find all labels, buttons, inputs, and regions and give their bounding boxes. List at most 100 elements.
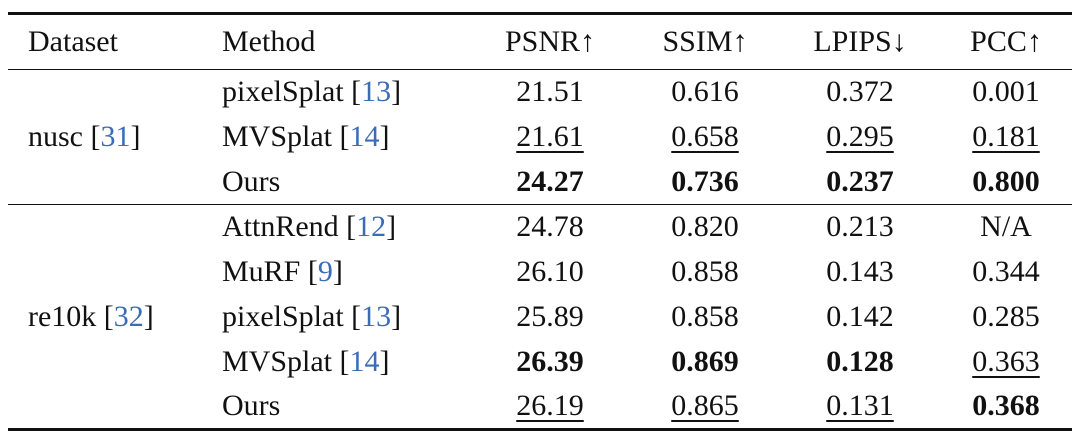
metric-value: 0.181 [972, 120, 1040, 153]
citation: 12 [356, 210, 387, 244]
metric-cell: 0.616 [630, 69, 780, 115]
method-cell: Ours [215, 385, 470, 430]
metric-value: 0.616 [671, 75, 739, 109]
metric-value: 0.142 [826, 300, 894, 333]
header-text: PSNR↑ [504, 25, 596, 58]
metric-value: 24.78 [516, 210, 584, 244]
metric-cell: 0.131 [780, 385, 940, 430]
header-text: SSIM↑ [662, 25, 748, 58]
metric-value: 0.001 [972, 75, 1040, 109]
metric-cell: 0.372 [780, 69, 940, 115]
method-cell: MuRF [9] [215, 250, 470, 295]
metric-value: 0.143 [826, 255, 894, 288]
metric-cell: 0.363 [940, 340, 1072, 385]
label-text: pixelSplat [ [222, 75, 362, 109]
table-row: MuRF [9] 26.10 0.858 0.143 0.344 [8, 250, 1072, 295]
metric-cell: N/A [940, 204, 1072, 250]
label-text: re10k [ [28, 299, 114, 333]
label-text: MVSplat [ [222, 120, 350, 153]
label-text: AttnRend [ [222, 210, 357, 244]
metric-cell: 25.89 [470, 295, 630, 340]
metric-value: 0.865 [671, 389, 739, 423]
metric-value: 26.19 [516, 389, 584, 423]
label-text: pixelSplat [ [222, 300, 362, 333]
table-row: Ours 24.27 0.736 0.237 0.800 [8, 160, 1072, 205]
metric-value: 0.213 [826, 210, 894, 244]
metric-value: 0.285 [972, 300, 1040, 333]
metric-value: 0.800 [972, 164, 1040, 198]
metric-cell: 0.858 [630, 250, 780, 295]
metric-value: 0.131 [826, 389, 894, 423]
metric-cell: 0.869 [630, 340, 780, 385]
metric-cell: 26.19 [470, 385, 630, 430]
label-text: ] [386, 210, 397, 244]
method-cell: pixelSplat [13] [215, 295, 470, 340]
metric-cell: 0.237 [780, 160, 940, 205]
metric-value: 21.51 [516, 75, 584, 109]
header-text: Method [222, 25, 316, 58]
label-text: nusc [ [28, 120, 101, 153]
table-row: pixelSplat [13] 25.89 0.858 0.142 0.285 [8, 295, 1072, 340]
label-text: ] [143, 299, 154, 333]
table-body: nusc [31] pixelSplat [13] 21.51 0.616 0.372 0… [8, 69, 1072, 430]
metric-value: 24.27 [516, 164, 584, 198]
metric-cell: 21.61 [470, 115, 630, 160]
metric-cell: 0.658 [630, 115, 780, 160]
metric-cell: 0.128 [780, 340, 940, 385]
dataset-cell: re10k [32] [8, 204, 215, 430]
metric-value: N/A [980, 210, 1032, 244]
metric-value: 0.128 [826, 345, 894, 378]
citation: 14 [349, 345, 380, 378]
citation: 13 [361, 300, 392, 333]
method-cell: MVSplat [14] [215, 115, 470, 160]
results-table: Dataset Method PSNR↑ SSIM↑ LPIPS↓ PCC↑ nusc [… [8, 12, 1072, 431]
metric-value: 26.10 [516, 255, 584, 288]
metric-cell: 21.51 [470, 69, 630, 115]
metric-cell: 0.213 [780, 204, 940, 250]
metric-cell: 26.39 [470, 340, 630, 385]
metric-cell: 0.142 [780, 295, 940, 340]
header-cell: PSNR↑ [470, 13, 630, 70]
label-text: Ours [222, 389, 281, 423]
citation: 14 [349, 120, 380, 153]
header-row: Dataset Method PSNR↑ SSIM↑ LPIPS↓ PCC↑ [8, 13, 1072, 70]
metric-cell: 24.78 [470, 204, 630, 250]
header-text: LPIPS↓ [813, 25, 907, 58]
label-text: Ours [222, 164, 281, 198]
header-cell: Dataset [8, 13, 215, 70]
label-text: MVSplat [ [222, 345, 350, 378]
metric-value: 0.295 [826, 120, 894, 153]
table-row: MVSplat [14] 26.39 0.869 0.128 0.363 [8, 340, 1072, 385]
label-text: ] [391, 75, 402, 109]
metric-value: 21.61 [516, 120, 584, 153]
metric-value: 0.344 [972, 255, 1040, 288]
metric-value: 0.368 [972, 389, 1040, 423]
metric-cell: 0.295 [780, 115, 940, 160]
method-cell: AttnRend [12] [215, 204, 470, 250]
metric-cell: 0.865 [630, 385, 780, 430]
header-text: Dataset [28, 25, 118, 58]
metric-cell: 0.001 [940, 69, 1072, 115]
metric-cell: 0.800 [940, 160, 1072, 205]
table-row: MVSplat [14] 21.61 0.658 0.295 0.181 [8, 115, 1072, 160]
header-cell: SSIM↑ [630, 13, 780, 70]
label-text: ] [391, 300, 402, 333]
metric-value: 0.858 [671, 255, 739, 288]
citation: 13 [361, 75, 392, 109]
table-row: nusc [31] pixelSplat [13] 21.51 0.616 0.372 0… [8, 69, 1072, 205]
metric-value: 26.39 [516, 345, 584, 378]
metric-cell: 0.736 [630, 160, 780, 205]
metric-cell: 0.820 [630, 204, 780, 250]
metric-value: 0.372 [826, 75, 894, 109]
label-text: ] [379, 345, 390, 378]
metric-cell: 0.285 [940, 295, 1072, 340]
metric-value: 0.820 [671, 210, 739, 244]
metric-cell: 0.368 [940, 385, 1072, 430]
citation: 32 [113, 299, 144, 333]
table-row: re10k [32] AttnRend [12] 24.78 0.820 0.213 N/… [8, 204, 1072, 430]
metric-value: 0.736 [671, 164, 739, 198]
metric-cell: 0.181 [940, 115, 1072, 160]
metric-value: 0.869 [671, 345, 739, 378]
method-cell: MVSplat [14] [215, 340, 470, 385]
